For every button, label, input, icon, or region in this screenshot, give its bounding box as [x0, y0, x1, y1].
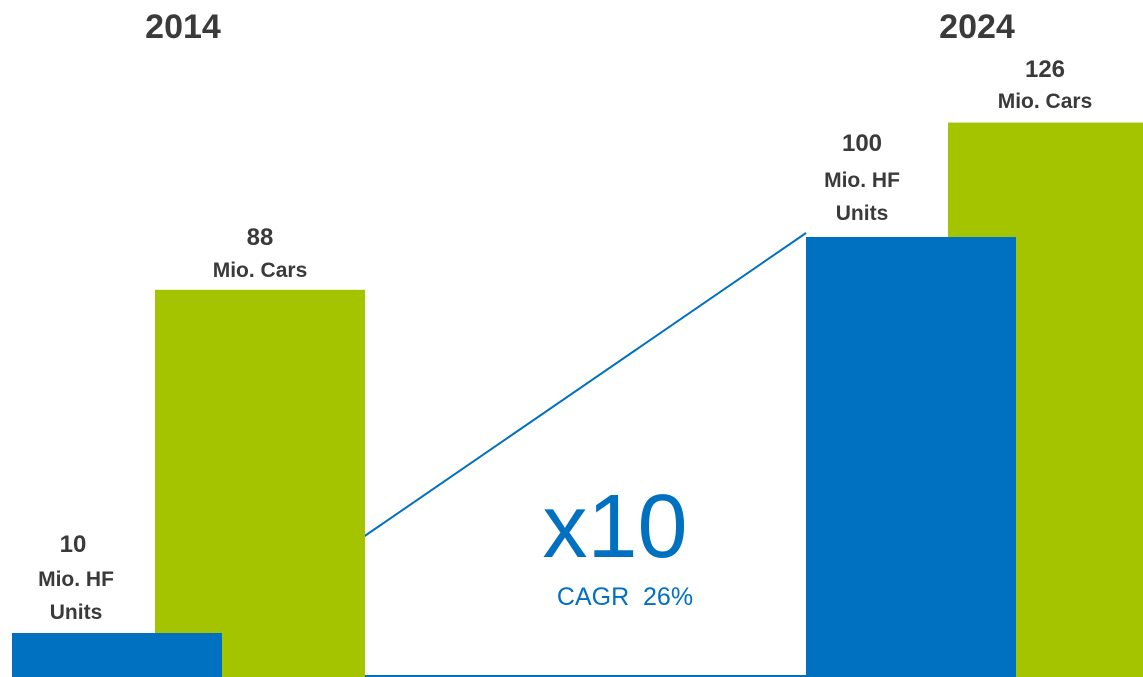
cars-2024-unit-label: Mio. Cars — [998, 90, 1093, 113]
hf-2014-unit-label-2: Units — [50, 601, 103, 624]
hf-2024-value-label: 100 — [842, 130, 882, 157]
hf-2024-unit-label: Mio. HF — [824, 169, 900, 192]
cagr-label: CAGR 26% — [557, 583, 693, 611]
bar-cars-2014 — [155, 289, 365, 677]
cars-2014-unit-label: Mio. Cars — [213, 259, 308, 282]
hf-2014-unit-label: Mio. HF — [38, 568, 114, 591]
bar-hf-2024 — [806, 237, 1016, 677]
cars-2024-value-label: 126 — [1025, 56, 1065, 83]
year-2014-label: 2014 — [145, 8, 221, 46]
bar-hf-2014 — [12, 633, 222, 677]
year-2024-label: 2024 — [939, 8, 1015, 46]
hf-2014-value-label: 10 — [60, 531, 87, 558]
cars-2014-value-label: 88 — [247, 224, 274, 251]
hf-2024-unit-label-2: Units — [836, 202, 889, 225]
growth-multiplier: x10 — [542, 477, 687, 577]
